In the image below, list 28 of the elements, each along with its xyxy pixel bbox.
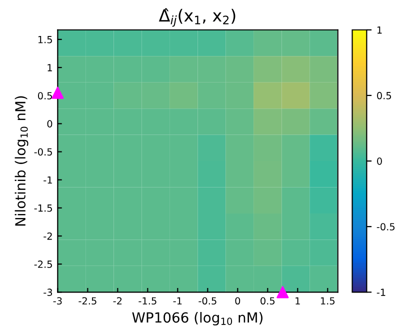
- x-tick-label: -3: [53, 297, 62, 305]
- x-tick-label: 0.5: [260, 297, 275, 305]
- x-tick-label: 0: [235, 297, 240, 305]
- y-tick-label: -2.5: [34, 260, 52, 268]
- color-bar-label: 0: [377, 158, 382, 165]
- y-tick-label: 1.5: [38, 36, 52, 44]
- x-tick-label: -2: [113, 297, 122, 304]
- x-tick-label: -0.5: [198, 297, 216, 305]
- y-tick-label: 0.5: [38, 92, 52, 100]
- y-tick-label: -3: [44, 288, 52, 296]
- x-tick-label: -2.5: [78, 297, 96, 305]
- y-tick-label: -1.5: [34, 204, 52, 212]
- y-tick-label: 1: [48, 64, 52, 72]
- y-tick-label: 0: [47, 120, 52, 128]
- y-tick-label: -2: [44, 232, 52, 240]
- y-axis-title: Nilotinib (log$_{10}$ nM): [14, 96, 28, 226]
- y-tick-label: -0.5: [34, 148, 52, 156]
- color-bar-label: 0.5: [377, 92, 392, 100]
- x-tick-label: 1: [296, 297, 300, 304]
- x-tick-label: -1.5: [138, 297, 156, 305]
- color-bar-label: -0.5: [376, 223, 395, 230]
- x-tick-label: -1: [173, 297, 182, 304]
- color-bar-label: -1: [376, 288, 386, 296]
- x-tick-label: 1.5: [320, 297, 335, 305]
- y-tick-label: -1: [44, 176, 52, 184]
- chart-title: Δ̂$_{ij}$(x$_{1}$, x$_{2}$): [158, 8, 236, 27]
- x-axis-title: WP1066 (log$_{10}$ nM): [132, 312, 262, 326]
- color-bar-label: 1: [377, 26, 382, 34]
